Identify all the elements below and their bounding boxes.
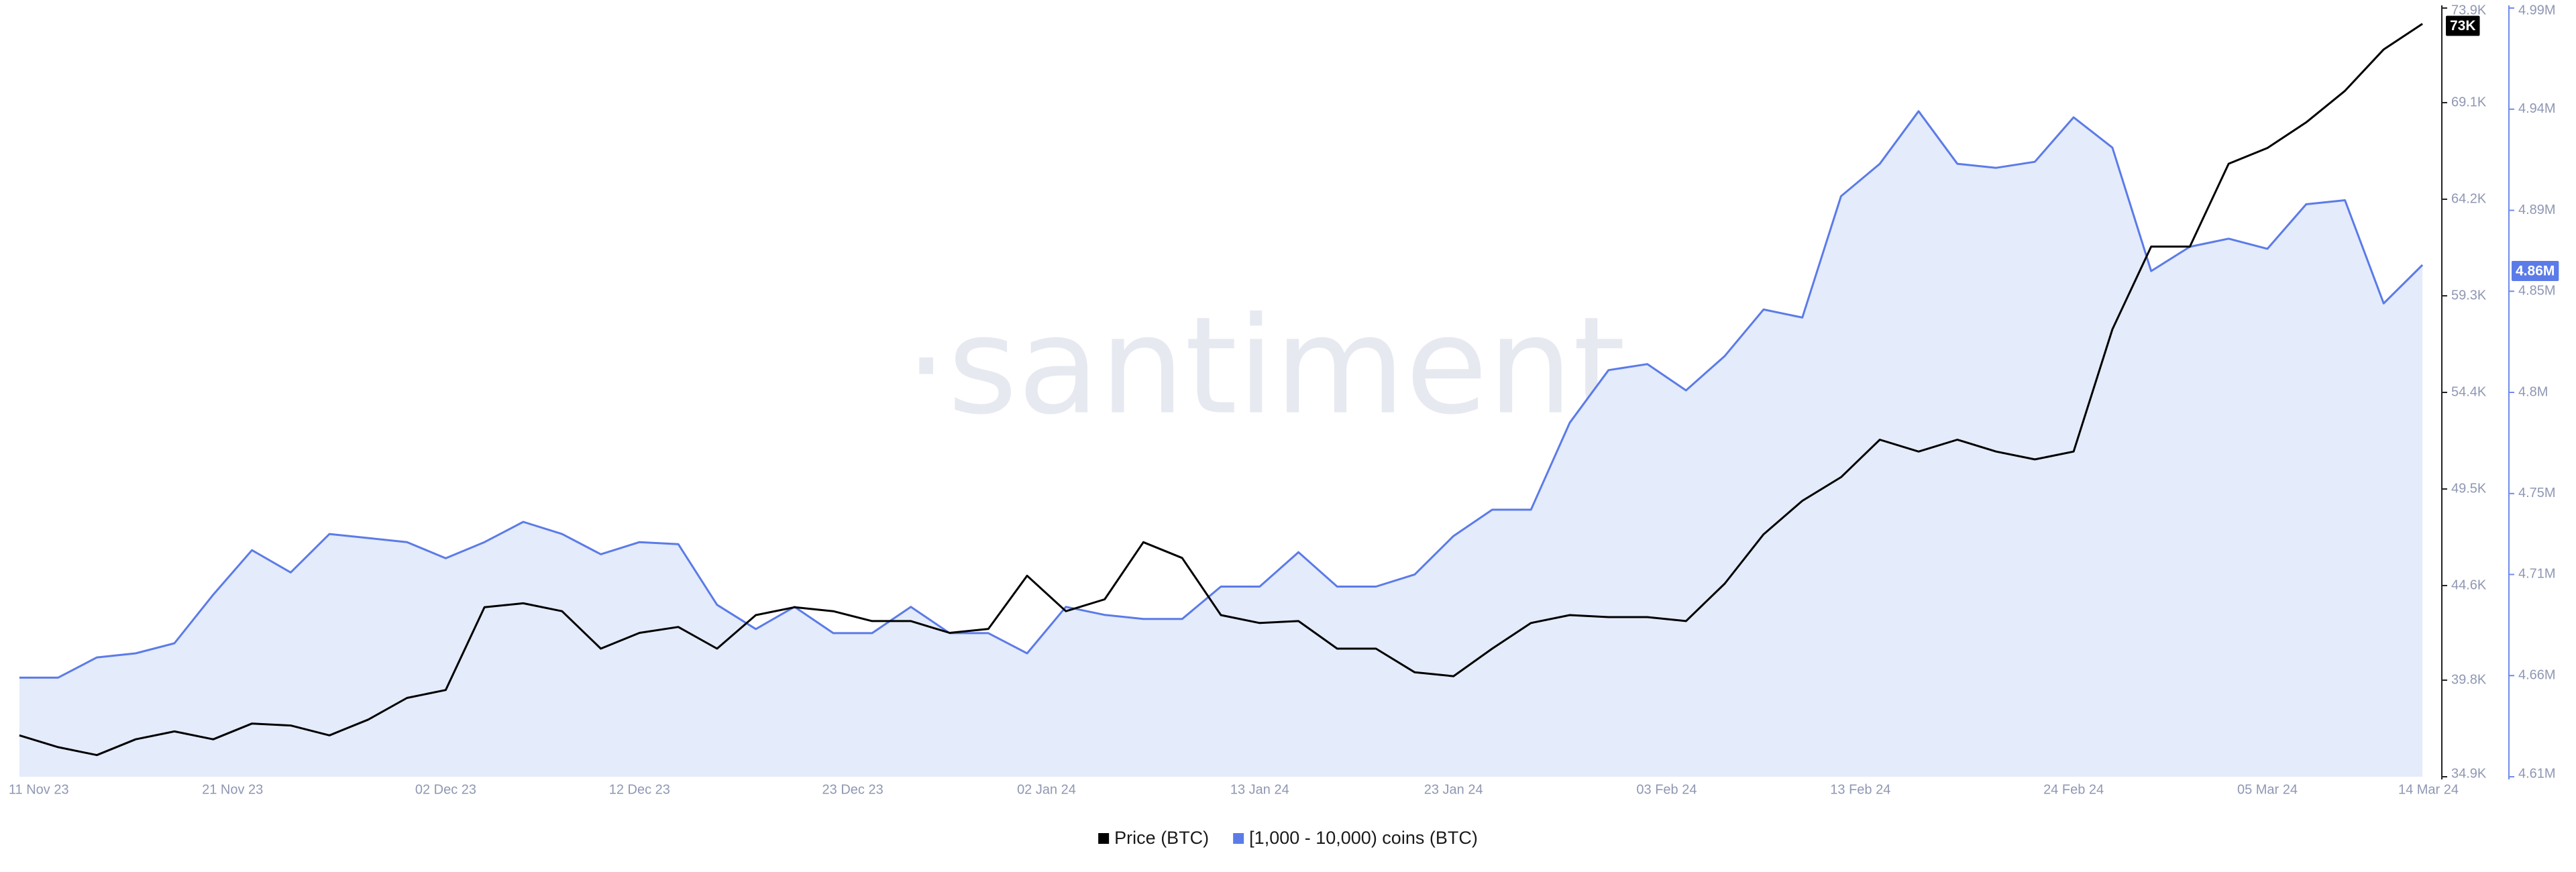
y-tick-label: 54.4K — [2451, 384, 2487, 399]
current-value-badge: 73K — [2446, 15, 2480, 36]
y2-tick-label: 4.71M — [2518, 567, 2556, 582]
y2-tick-label: 4.61M — [2518, 766, 2556, 781]
badge-bg — [2446, 15, 2480, 36]
x-tick-label: 03 Feb 24 — [1636, 782, 1697, 797]
x-tick-label: 12 Dec 23 — [609, 782, 670, 797]
x-tick-label: 13 Feb 24 — [1830, 782, 1890, 797]
y2-tick-label: 4.85M — [2518, 283, 2556, 298]
series-line — [19, 110, 2424, 679]
legend-item: Price (BTC) — [1098, 828, 1209, 848]
legend: Price (BTC) [1,000 - 10,000) coins (BTC) — [1098, 828, 1478, 848]
area-fill — [19, 111, 2423, 777]
x-tick-label: 14 Mar 24 — [2398, 782, 2459, 797]
x-tick-label: 02 Jan 24 — [1017, 782, 1076, 797]
y2-tick-label: 4.8M — [2518, 384, 2548, 399]
badge-bg — [2512, 261, 2559, 282]
x-tick-label: 23 Jan 24 — [1424, 782, 1483, 797]
y-tick-label: 59.3K — [2451, 288, 2487, 303]
y-tick-label: 34.9K — [2451, 766, 2487, 781]
y-tick-label: 39.8K — [2451, 672, 2487, 687]
y2-tick-label: 4.94M — [2518, 101, 2556, 116]
y2-tick-label: 4.66M — [2518, 667, 2556, 682]
y-tick-label: 69.1K — [2451, 95, 2487, 109]
y2-tick-label: 4.75M — [2518, 486, 2556, 500]
x-tick-label: 05 Mar 24 — [2237, 782, 2298, 797]
x-tick-label: 13 Jan 24 — [1230, 782, 1289, 797]
legend-item: [1,000 - 10,000) coins (BTC) — [1233, 828, 1478, 848]
x-tick-label: 24 Feb 24 — [2043, 782, 2104, 797]
y-tick-label: 49.5K — [2451, 481, 2487, 496]
series-line — [19, 23, 2423, 757]
y-tick-label: 73.9K — [2451, 3, 2487, 17]
legend-swatch — [1098, 833, 1110, 844]
current-value-badge: 4.86M — [2512, 261, 2559, 282]
legend-swatch — [1233, 833, 1244, 844]
y-tick-label: 44.6K — [2451, 578, 2487, 592]
x-tick-label: 21 Nov 23 — [202, 782, 263, 797]
watermark: ·santiment — [905, 288, 1625, 445]
y2-tick-label: 4.89M — [2518, 203, 2556, 217]
x-tick-label: 02 Dec 23 — [415, 782, 476, 797]
y2-tick-label: 4.99M — [2518, 3, 2556, 17]
legend-label: Price (BTC) — [1114, 828, 1209, 848]
badge-label: 4.86M — [2516, 264, 2555, 279]
x-tick-label: 11 Nov 23 — [9, 782, 69, 797]
badge-label: 73K — [2450, 18, 2476, 34]
y-tick-label: 64.2K — [2451, 191, 2487, 206]
legend-label: [1,000 - 10,000) coins (BTC) — [1249, 828, 1478, 848]
x-tick-label: 23 Dec 23 — [822, 782, 883, 797]
